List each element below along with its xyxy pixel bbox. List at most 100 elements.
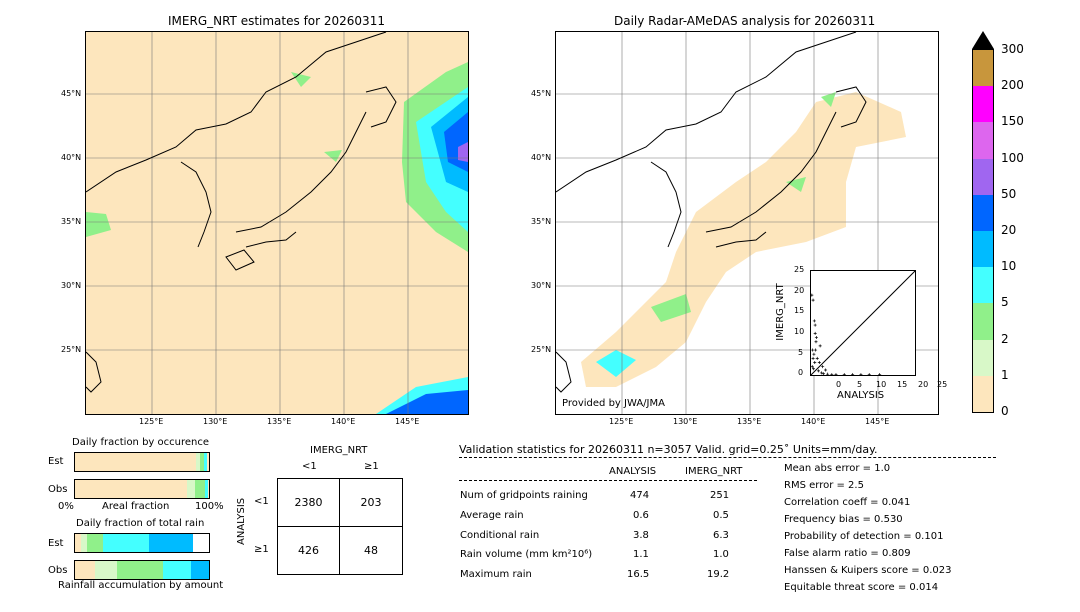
scatter-point xyxy=(811,348,815,352)
right-lon-label: 135°E xyxy=(737,417,762,426)
right-rain-c xyxy=(786,177,806,192)
colorbar-tick-label: 20 xyxy=(1001,223,1017,237)
contingency-table: 2380 203 426 48 xyxy=(277,478,403,575)
colorbar-segment xyxy=(973,50,993,87)
occurrence-title: Daily fraction by occurence xyxy=(72,437,210,448)
right-lon-label: 125°E xyxy=(609,417,634,426)
scatter-xlabel: ANALYSIS xyxy=(837,390,885,401)
scatter-canvas xyxy=(810,270,916,377)
right-lat-label: 45°N xyxy=(531,89,552,98)
scatter-point xyxy=(824,368,828,372)
scatter-point xyxy=(819,371,823,375)
score-line: Mean abs error = 1.0 xyxy=(784,463,891,474)
stat-label: Rain volume (mm km²10⁶) xyxy=(460,549,593,560)
scatter-point xyxy=(816,369,820,373)
stat-label: Num of gridpoints raining xyxy=(460,490,588,501)
score-line: Frequency bias = 0.530 xyxy=(784,514,903,525)
occurrence-axis-mid: Areal fraction xyxy=(102,501,170,512)
left-map-grid xyxy=(86,32,468,414)
scatter-point xyxy=(812,319,816,323)
scatter-point xyxy=(830,373,834,377)
right-map: Provided by JWA/JMA xyxy=(555,31,939,415)
left-map xyxy=(85,31,469,415)
scatter-point xyxy=(826,372,830,376)
scatter-ytick: 5 xyxy=(798,348,804,357)
colorbar-tick-label: 150 xyxy=(1001,114,1024,129)
contingency-cell: 203 xyxy=(360,496,382,509)
validation-col-analysis: ANALYSIS xyxy=(609,466,657,477)
validation-header: Validation statistics for 20260311 n=305… xyxy=(459,443,878,456)
scatter-point xyxy=(821,372,825,376)
stat-imerg: 19.2 xyxy=(707,569,730,580)
scatter-ytick: 20 xyxy=(794,286,805,295)
contingency-cell: 48 xyxy=(364,544,378,557)
left-coastlines xyxy=(86,32,397,393)
scatter-ytick: 15 xyxy=(794,306,805,315)
colorbar-segment xyxy=(973,158,993,195)
scatter-point xyxy=(813,323,817,327)
colorbar-tick-label: 50 xyxy=(1001,186,1017,201)
right-lon-label: 145°E xyxy=(865,417,890,426)
score-line: RMS error = 2.5 xyxy=(784,480,864,491)
left-lon-label: 135°E xyxy=(267,417,292,426)
total-rain-title: Daily fraction of total rain xyxy=(76,518,205,529)
total-rain-row-label: Obs xyxy=(48,565,68,576)
left-lat-label: 45°N xyxy=(61,89,82,98)
colorbar-tick-label: 5 xyxy=(1001,295,1009,310)
contingency-header: IMERG_NRT xyxy=(310,445,368,456)
right-coastlines xyxy=(556,32,867,393)
right-map-title: Daily Radar-AMeDAS analysis for 20260311 xyxy=(614,14,876,28)
total-rain-bar-obs xyxy=(74,560,210,580)
occurrence-axis-left: 0% xyxy=(58,501,74,512)
scatter-point xyxy=(814,340,818,344)
left-lon-label: 130°E xyxy=(203,417,228,426)
colorbar-tick-label: 100 xyxy=(1001,150,1024,165)
colorbar-segment xyxy=(973,339,993,376)
right-lon-label: 140°E xyxy=(801,417,826,426)
right-lat-label: 40°N xyxy=(531,153,552,162)
stat-analysis: 16.5 xyxy=(627,569,650,580)
right-rain-b xyxy=(651,294,691,322)
contingency-row-label: ≥1 xyxy=(254,544,269,555)
scatter-xtick: 0 xyxy=(836,380,842,389)
score-line: Equitable threat score = 0.014 xyxy=(784,582,939,593)
scatter-points xyxy=(810,293,882,377)
contingency-cell: 2380 xyxy=(294,496,323,509)
left-map-canvas xyxy=(86,32,468,414)
scatter-point xyxy=(851,373,855,377)
right-lat-label: 35°N xyxy=(531,217,552,226)
scatter-point xyxy=(814,348,818,352)
scatter-point xyxy=(842,373,846,377)
scatter-xtick: 5 xyxy=(857,380,863,389)
stat-analysis: 3.8 xyxy=(633,530,649,541)
scatter-ytick: 25 xyxy=(794,265,805,274)
colorbar-segment xyxy=(973,122,993,159)
colorbar-tick-label: 0 xyxy=(1001,404,1009,418)
validation-col-divider xyxy=(459,480,757,481)
scatter-point xyxy=(810,365,814,369)
colorbar-tick-label: 10 xyxy=(1001,259,1017,274)
colorbar-segment xyxy=(973,303,993,340)
left-rain-west xyxy=(86,212,111,237)
scatter-point xyxy=(818,344,822,348)
right-lat-label: 25°N xyxy=(531,345,552,354)
right-rain-a xyxy=(596,350,636,377)
colorbar-segment xyxy=(973,231,993,268)
occurrence-row-label: Obs xyxy=(48,484,68,495)
scatter-point xyxy=(811,298,815,302)
scatter-xtick: 20 xyxy=(918,380,929,389)
right-map-canvas xyxy=(556,32,938,414)
colorbar-tick-label: 2 xyxy=(1001,331,1009,346)
colorbar-segment xyxy=(973,194,993,231)
scatter-xtick: 15 xyxy=(897,380,908,389)
score-line: Hanssen & Kuipers score = 0.023 xyxy=(784,565,952,576)
validation-divider xyxy=(459,457,996,458)
left-rain-small-2 xyxy=(324,150,342,162)
colorbar-extend-arrow xyxy=(972,31,994,49)
scatter-inset xyxy=(810,270,916,377)
scatter-point xyxy=(821,365,825,369)
total-rain-row-label: Est xyxy=(48,538,64,549)
scatter-point xyxy=(815,356,819,360)
stat-analysis: 0.6 xyxy=(633,510,649,521)
left-rain-east-max xyxy=(458,142,468,162)
